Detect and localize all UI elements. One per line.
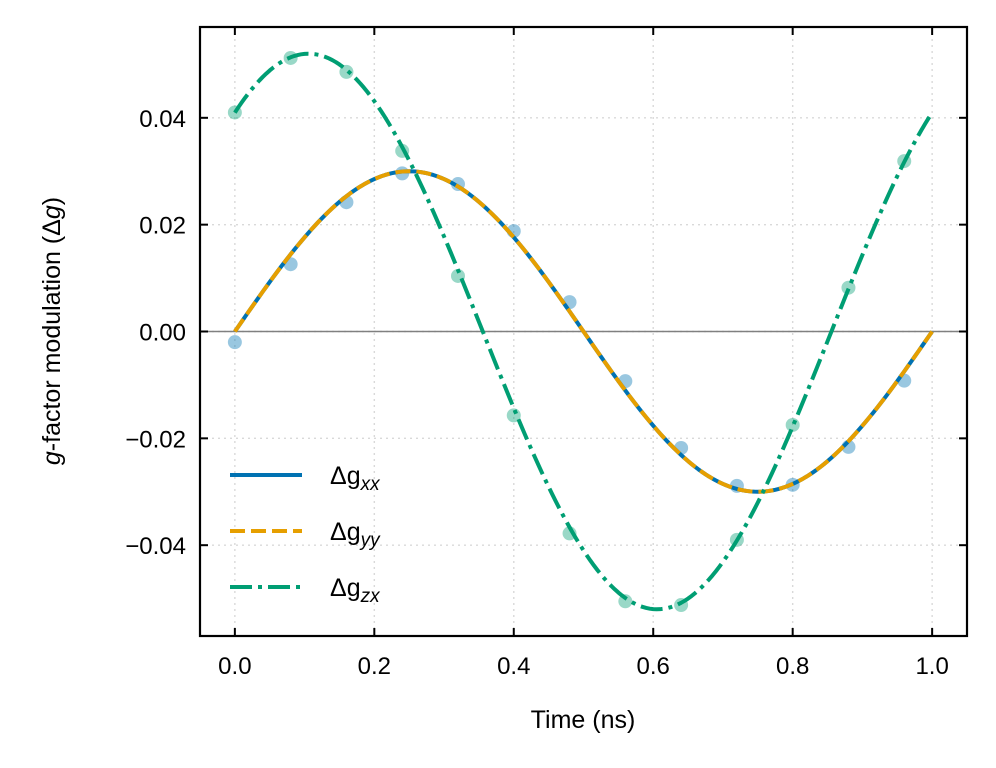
axis-ticks: 0.0 0.2 0.4 0.6 0.8 1.0 0.04 0.02 0.00 −0.02 −0.04 (125, 27, 967, 680)
y-axis-label-text: -factor modulation (Δ (38, 219, 66, 451)
legend-label-gyy: Δgyy (330, 518, 381, 551)
legend-label-gxx: Δgxx (330, 462, 381, 495)
x-axis-label: Time (ns) (531, 706, 636, 734)
series-lines (233, 51, 934, 612)
x-tick-label: 1.0 (915, 653, 948, 680)
x-tick-label: 0.4 (497, 653, 530, 680)
y-tick-label: 0.00 (139, 320, 186, 347)
x-tick-label: 0.2 (358, 653, 391, 680)
y-axis-label-delta-g: g (38, 205, 66, 219)
data-point-zx (785, 417, 800, 432)
x-tick-label: 0.8 (776, 653, 809, 680)
y-axis-label-g: g (38, 451, 66, 465)
x-tick-label: 0.6 (637, 653, 670, 680)
legend-label-gzx: Δgzx (330, 574, 381, 607)
y-tick-label: −0.02 (125, 426, 186, 453)
y-tick-label: 0.04 (139, 106, 186, 133)
y-tick-label: 0.02 (139, 213, 186, 240)
y-tick-label: −0.04 (125, 533, 186, 560)
data-point-zx (841, 280, 856, 295)
x-tick-label: 0.0 (218, 653, 251, 680)
series-line-zx (233, 51, 934, 612)
y-axis-label: g-factor modulation (Δg) (38, 197, 66, 465)
data-point-xx (227, 335, 242, 350)
y-axis-label-close: ) (38, 197, 66, 205)
series-line-yy (233, 169, 934, 494)
data-point-zx (339, 64, 354, 79)
legend: Δgxx Δgyy Δgzx (230, 462, 381, 607)
